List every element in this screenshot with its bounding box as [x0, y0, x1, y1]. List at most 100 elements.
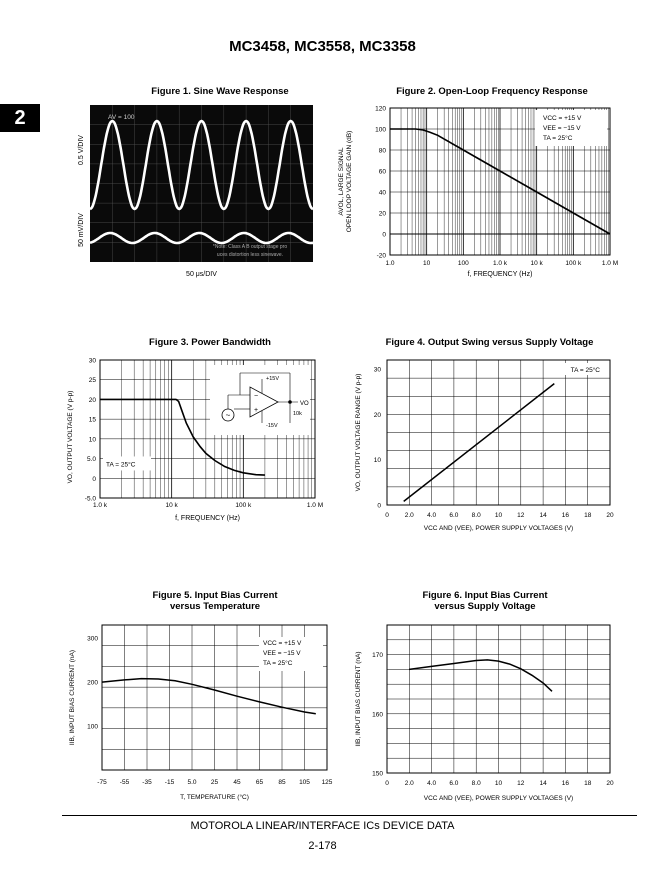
x-tick-label: 20: [606, 780, 614, 787]
legend-entry: TA = 25°C: [263, 659, 293, 667]
x-tick-label: 12: [517, 512, 525, 519]
input-sine-trace: [89, 231, 314, 245]
x-tick-label: 18: [584, 512, 592, 519]
x-tick-label: 10 k: [166, 502, 179, 509]
sine-glyph: ~: [226, 411, 231, 420]
x-tick-label: 16: [562, 512, 570, 519]
fig2-title: Figure 2. Open-Loop Frequency Response: [396, 86, 588, 97]
legend-entry: VCC = +15 V: [543, 115, 582, 122]
y-axis-label: VO, OUTPUT VOLTAGE RANGE (V p-p): [355, 374, 362, 492]
ta-annotation: TA = 25°C: [106, 460, 136, 468]
legend-box: [259, 637, 323, 671]
y-axis-label-line2: OPEN LOOP VOLTAGE GAIN (dB): [346, 131, 353, 233]
gain-curve: [390, 128, 611, 235]
section-tab: 2: [0, 104, 40, 132]
figure3-chart: -5.0 0 5.0 10 15 20 25 30 1.0 k 10 k 100 k 1.0 M f, …: [67, 358, 323, 523]
opamp-plus-sign: +: [254, 407, 258, 414]
fig6-title-line2: versus Supply Voltage: [434, 601, 536, 612]
x-tick-label: -15: [165, 779, 175, 786]
y-tick-label: 0: [377, 503, 381, 510]
ylabel-lower: 50 mV/DIV: [78, 213, 85, 247]
bias-supply-curve: [409, 659, 553, 692]
opamp-minus-sign: −: [254, 393, 258, 400]
bandwidth-curve: [100, 398, 265, 476]
x-tick-label: 6.0: [449, 780, 458, 787]
x-tick-label: 1.0: [385, 260, 394, 267]
fig1-title: Figure 1. Sine Wave Response: [151, 86, 289, 97]
y-axis-label-line1: AVOL, LARGE SIGNAL: [338, 147, 345, 216]
plot-frame: [101, 624, 328, 771]
x-tick-label: 4.0: [427, 780, 436, 787]
x-tick-label: 100: [458, 260, 469, 267]
y-tick-label: 100: [87, 724, 98, 731]
legend-entry: VCC = +15 V: [263, 640, 302, 647]
x-tick-label: 105: [299, 779, 310, 786]
x-tick-label: 14: [539, 512, 547, 519]
y-tick-label: 20: [374, 412, 382, 419]
y-tick-label: 120: [375, 106, 386, 113]
vpos-label: +15V: [266, 376, 279, 382]
x-tick-label: 8.0: [472, 780, 481, 787]
x-tick-label: 6.0: [449, 512, 458, 519]
ta-annotation: TA = 25°C: [571, 366, 601, 374]
x-axis-label: T, TEMPERATURE (°C): [180, 793, 249, 801]
output-sine-trace: [89, 119, 314, 211]
x-tick-label: 10: [495, 512, 503, 519]
x-tick-label: 5.0: [187, 779, 196, 786]
x-tick-label: -55: [120, 779, 130, 786]
footer-rule: [62, 815, 637, 816]
fig5-title-line2: versus Temperature: [169, 601, 261, 612]
vo-label: VO: [300, 401, 309, 407]
x-tick-label: 10: [495, 780, 503, 787]
fig4-title: Figure 4. Output Swing versus Supply Vol…: [385, 337, 594, 348]
x-tick-label: 18: [584, 780, 592, 787]
x-tick-label: 14: [539, 780, 547, 787]
x-tick-label: 0: [385, 780, 389, 787]
y-tick-label: 20: [379, 211, 387, 218]
y-tick-label: 0: [382, 232, 386, 239]
y-axis-label: IIB, INPUT BIAS CURRENT (nA): [355, 651, 362, 746]
y-tick-label: 30: [89, 358, 97, 365]
gain-annotation: AV = 100: [108, 114, 135, 121]
fig6-title-line1: Figure 6. Input Bias Current: [422, 590, 548, 601]
fig5-title-line1: Figure 5. Input Bias Current: [152, 590, 278, 601]
y-tick-label: 300: [87, 636, 98, 643]
y-axis-label: IIB, INPUT BIAS CURRENT (nA): [69, 650, 76, 745]
load-label: 10k: [293, 411, 302, 417]
opamp-symbol: [249, 386, 279, 418]
swing-line: [403, 383, 555, 502]
x-tick-label: 100 k: [565, 260, 582, 267]
figure2-chart: -20 0 20 40 60 80 100 120 1.0 10 100 1.0 k 10 k 100 k…: [338, 106, 618, 279]
x-tick-label: 0: [385, 512, 389, 519]
y-tick-label: -20: [377, 253, 387, 260]
y-tick-label: 25: [89, 377, 97, 384]
page-title: MC3458, MC3558, MC3358: [229, 38, 416, 55]
vneg-label: -15V: [266, 423, 278, 429]
footer-text: MOTOROLA LINEAR/INTERFACE ICs DEVICE DAT…: [190, 820, 455, 832]
x-axis-label: VCC AND (VEE), POWER SUPPLY VOLTAGES (V): [424, 795, 573, 802]
legend-entry: VEE = −15 V: [543, 125, 581, 132]
x-tick-label: 8.0: [472, 512, 481, 519]
y-tick-label: 10: [89, 436, 97, 443]
figure6-chart: 150 160 170 0 2.0 4.0 6.0 8.0 10 12 14 16 18 20 VCC AN…: [355, 624, 614, 802]
scope-note-line1: *Note: Class A B output stage pro: [213, 244, 287, 250]
x-axis-label: f, FREQUENCY (Hz): [175, 515, 240, 522]
x-tick-label: 1.0 M: [307, 502, 323, 509]
annotation-box: [103, 456, 151, 471]
x-tick-label: 4.0: [427, 512, 436, 519]
legend-entry: TA = 25°C: [543, 134, 573, 142]
x-tick-label: 10: [423, 260, 431, 267]
x-axis-label: 50 μs/DIV: [186, 271, 217, 278]
y-tick-label: 20: [89, 397, 97, 404]
scope-note-line2: uces distortion less sinewave.: [217, 252, 283, 258]
x-axis-label: VCC AND (VEE), POWER SUPPLY VOLTAGES (V): [424, 525, 573, 532]
figure1-scope: AV = 100 *Note: Class A B output stage pr…: [78, 105, 314, 278]
x-tick-label: 10 k: [531, 260, 544, 267]
x-tick-label: -75: [97, 779, 107, 786]
x-tick-label: 45: [233, 779, 241, 786]
x-axis-label: f, FREQUENCY (Hz): [468, 271, 533, 278]
ylabel-upper: 0.5 V/DIV: [78, 135, 85, 165]
y-tick-label: 40: [379, 190, 387, 197]
y-tick-label: 100: [375, 127, 386, 134]
y-tick-label: 0: [92, 476, 96, 483]
